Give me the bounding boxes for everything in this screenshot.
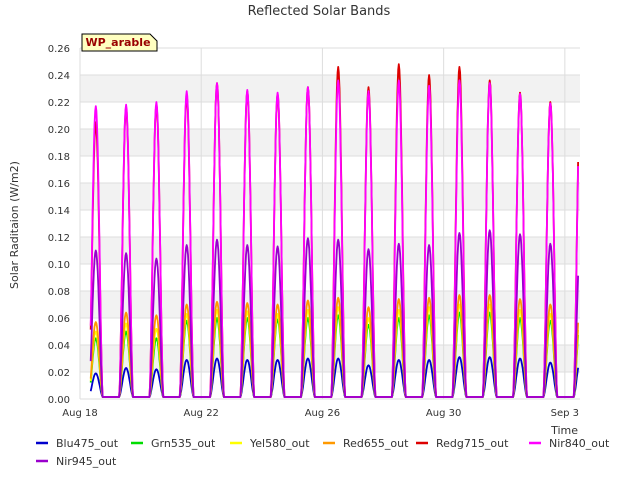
y-tick-label: 0.24 [48, 71, 70, 82]
x-axis-label: Time [550, 424, 578, 437]
plot-band [80, 129, 580, 156]
plot-band [80, 291, 580, 318]
plot-band [80, 48, 580, 75]
legend-label: Nir840_out [549, 437, 610, 450]
y-tick-label: 0.20 [48, 125, 70, 136]
plot-band [80, 210, 580, 237]
y-tick-label: 0.16 [48, 179, 70, 190]
legend-label: Redg715_out [436, 437, 509, 450]
y-tick-label: 0.02 [48, 368, 70, 379]
annotation-box: WP_arable [81, 33, 158, 52]
y-tick-label: 0.14 [48, 206, 70, 217]
chart-title: Reflected Solar Bands [248, 4, 391, 19]
legend-label: Yel580_out [249, 437, 310, 450]
x-tick-label: Aug 22 [183, 408, 218, 419]
y-tick-label: 0.12 [48, 233, 70, 244]
plot-band [80, 75, 580, 102]
annotation-label: WP_arable [85, 36, 150, 49]
legend-label: Nir945_out [56, 455, 117, 468]
legend-label: Blu475_out [56, 437, 119, 450]
y-tick-label: 0.04 [48, 341, 70, 352]
plot-band [80, 345, 580, 372]
plot-band [80, 372, 580, 399]
y-tick-label: 0.08 [48, 287, 70, 298]
legend: Blu475_out Grn535_out Yel580_out Red655_out… [36, 437, 610, 468]
x-tick-label: Aug 18 [62, 408, 97, 419]
x-axis-ticks: Aug 18 Aug 22 Aug 26 Aug 30 Sep 3 [62, 408, 579, 419]
plot-band [80, 318, 580, 345]
legend-label: Grn535_out [151, 437, 216, 450]
series-lines [89, 63, 579, 398]
y-tick-label: 0.18 [48, 152, 70, 163]
grid-lines [79, 47, 580, 400]
plot-band [80, 102, 580, 129]
x-tick-label: Sep 3 [551, 408, 579, 419]
x-tick-label: Aug 26 [305, 408, 340, 419]
plot-band [80, 237, 580, 264]
y-axis-label: Solar Raditaion (W/m2) [8, 161, 21, 289]
y-tick-label: 0.06 [48, 314, 70, 325]
plot-band [80, 264, 580, 291]
plot-band [80, 183, 580, 210]
plot-band [80, 156, 580, 183]
x-tick-label: Aug 30 [426, 408, 461, 419]
y-tick-label: 0.26 [48, 44, 70, 55]
y-tick-label: 0.10 [48, 260, 70, 271]
series-line-Nir945_out [89, 229, 579, 398]
y-tick-label: 0.00 [48, 395, 70, 406]
y-tick-label: 0.22 [48, 98, 70, 109]
y-axis-ticks: 0.00 0.02 0.04 0.06 0.08 0.10 0.12 0.14 0.16 0.18… [48, 44, 70, 406]
plot-background [80, 48, 580, 399]
legend-label: Red655_out [343, 437, 409, 450]
